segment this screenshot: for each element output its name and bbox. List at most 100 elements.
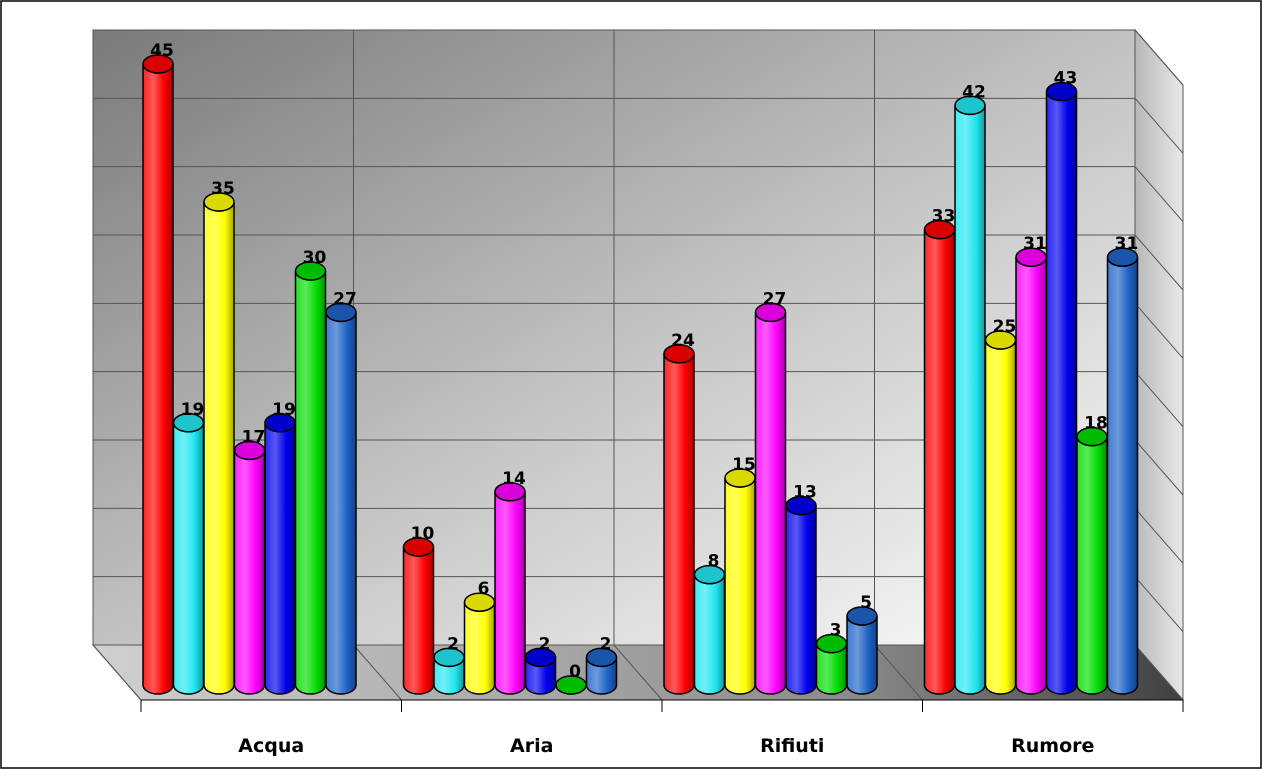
bar-rumore-series-3: [984, 330, 1017, 695]
gridline-side: [1134, 29, 1184, 86]
bar-top: [1106, 247, 1139, 267]
data-label: 33: [932, 207, 956, 227]
bar-aria-series-3: [463, 592, 496, 695]
gridline-floor: [1134, 644, 1184, 701]
bar-aria-series-2: [433, 647, 465, 695]
bar-body: [1045, 91, 1078, 695]
gridline-side: [1134, 439, 1184, 496]
bar-top: [585, 647, 618, 668]
bar-rumore-series-1: [923, 219, 956, 695]
bar-top: [1045, 81, 1078, 102]
gridline-side: [1134, 576, 1184, 632]
bar-rumore-series-6: [1076, 426, 1108, 695]
bar-body: [1076, 436, 1108, 695]
bar-top: [846, 606, 878, 626]
data-label: 18: [1084, 414, 1108, 434]
gridline-side: [1134, 98, 1184, 154]
data-label: 0: [569, 662, 581, 682]
data-label: 31: [1115, 234, 1139, 254]
data-label: 27: [333, 289, 357, 309]
bar-rumore-series-2: [954, 95, 986, 695]
bar-acqua-series-2: [172, 413, 205, 695]
bar-body: [172, 422, 205, 695]
bar-body: [1015, 257, 1047, 695]
bar-body: [846, 615, 878, 695]
bar-rifiuti-series-7: [846, 606, 878, 695]
bar-body: [494, 491, 526, 695]
gridline-floor: [874, 644, 923, 701]
bar-aria-series-7: [585, 647, 618, 695]
bar-rifiuti-series-3: [724, 468, 756, 695]
bar-top: [294, 261, 327, 281]
bar-top: [524, 647, 557, 668]
bar-body: [325, 312, 357, 695]
bar-body: [984, 339, 1017, 695]
bar-body: [203, 201, 235, 695]
data-label: 6: [478, 579, 490, 599]
data-label: 35: [211, 179, 235, 199]
gridline-floor: [353, 644, 402, 701]
data-label: 30: [303, 248, 327, 268]
bar-body: [663, 353, 695, 695]
bar-top: [954, 95, 986, 116]
bar-body: [142, 63, 174, 695]
bar-rifiuti-series-2: [693, 564, 726, 695]
data-label: 27: [763, 289, 787, 309]
category-label: Rifiuti: [760, 735, 824, 757]
bar-aria-series-6: [555, 675, 587, 695]
bar-top: [754, 302, 787, 323]
data-label: 2: [447, 634, 459, 654]
gridline-floor: [613, 644, 663, 701]
bar-body: [954, 105, 986, 695]
gridline-side: [1134, 166, 1184, 222]
bar-top: [494, 482, 526, 502]
bar-top: [203, 192, 235, 212]
gridline-side: [1134, 234, 1184, 291]
data-label: 2: [600, 634, 612, 654]
bar-top: [785, 495, 817, 516]
category-labels: Acqua Aria Rifiuti Rumore: [238, 735, 1094, 757]
bar-rumore-series-4: [1015, 247, 1047, 695]
data-label: 31: [1023, 234, 1047, 254]
bar-body: [923, 229, 956, 695]
bar-body: [402, 546, 435, 695]
gridline-side: [1134, 508, 1184, 564]
bar-rifiuti-series-1: [663, 344, 695, 695]
bar-rumore-series-7: [1106, 247, 1139, 695]
data-label: 8: [708, 552, 720, 572]
bar-aria-series-4: [494, 482, 526, 695]
bar-body: [785, 505, 817, 695]
data-label: 42: [962, 82, 986, 102]
data-label: 3: [830, 621, 842, 641]
bar-acqua-series-7: [325, 302, 357, 695]
data-label: 24: [671, 331, 695, 351]
bar-body: [463, 602, 496, 695]
data-label: 14: [502, 469, 526, 489]
bar-body: [233, 450, 266, 695]
gridline-floor: [92, 644, 142, 701]
bar-aria-series-1: [402, 537, 435, 695]
data-label: 15: [732, 455, 756, 475]
data-label: 17: [242, 427, 266, 447]
data-label: 19: [181, 400, 205, 420]
bar-acqua-series-6: [294, 261, 327, 695]
value-labels: 4519351719302710261420224815271335334225…: [150, 41, 1138, 682]
data-label: 13: [793, 483, 817, 503]
bar-top: [325, 302, 357, 323]
bar-top: [142, 54, 174, 74]
data-label: 43: [1054, 69, 1078, 89]
data-label: 2: [539, 634, 551, 654]
bar-rifiuti-series-5: [785, 495, 817, 695]
bar-body: [754, 312, 787, 695]
bar-top: [402, 537, 435, 557]
data-label: 10: [411, 524, 435, 544]
data-label: 25: [993, 317, 1017, 337]
bar-top: [663, 344, 695, 364]
data-label: 45: [150, 41, 174, 61]
bar-aria-series-5: [524, 647, 557, 695]
bar-acqua-series-5: [264, 413, 296, 695]
gridline-side: [1134, 371, 1184, 427]
bar-rifiuti-series-6: [815, 633, 848, 695]
bar-body: [1106, 257, 1139, 695]
